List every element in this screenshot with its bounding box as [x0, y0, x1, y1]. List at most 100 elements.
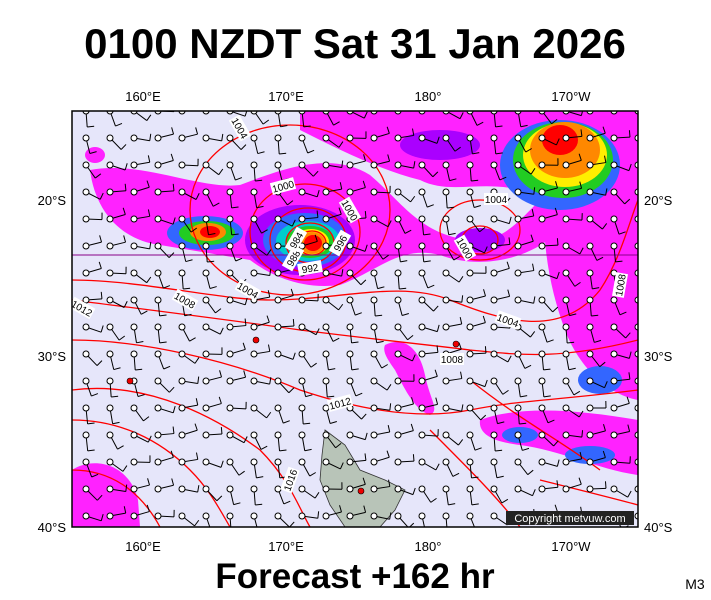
map-frame — [71, 110, 639, 528]
barb-station — [154, 242, 162, 250]
barb-station — [466, 188, 474, 196]
barb-flag — [307, 149, 315, 154]
barb-flag — [216, 495, 223, 502]
barb-station — [82, 215, 90, 223]
barb-station — [562, 350, 570, 358]
barb-station — [178, 215, 186, 223]
barb-flag — [386, 384, 392, 391]
barb-station — [178, 485, 186, 493]
barb-station — [586, 161, 594, 169]
barb-flag — [471, 179, 479, 182]
barb-flag — [255, 503, 263, 506]
barb-flag — [96, 494, 103, 501]
barb-flag — [386, 450, 390, 458]
barb-flag — [195, 100, 197, 107]
barb-station — [394, 512, 402, 520]
isobar-label-box — [326, 394, 354, 412]
barb-station — [154, 512, 162, 520]
barb-flag — [435, 397, 439, 405]
barb-staff — [637, 300, 638, 301]
barb-station — [370, 431, 378, 439]
barb-station — [418, 215, 426, 223]
barb-station — [442, 404, 450, 412]
barb-station — [202, 377, 210, 385]
barb-flag — [123, 235, 127, 243]
barb-station — [394, 485, 402, 493]
barb-station — [514, 242, 522, 250]
barb-station — [226, 404, 234, 412]
barb-station — [538, 485, 546, 493]
barb-station — [154, 269, 162, 277]
barb-station — [442, 377, 450, 385]
barb-station — [298, 134, 306, 142]
barb-flag — [257, 151, 265, 155]
barb-station — [202, 431, 210, 439]
barb-flag — [506, 261, 510, 269]
barb-station — [322, 431, 330, 439]
wind-barbs — [82, 100, 655, 531]
barb-flag — [604, 155, 607, 163]
barb-station — [106, 377, 114, 385]
barb-flag — [508, 216, 512, 224]
barb-flag — [387, 154, 391, 162]
barb-station — [106, 512, 114, 520]
barb-flag — [437, 103, 438, 110]
barb-flag — [476, 528, 482, 531]
barb-station — [130, 323, 138, 331]
barb-station — [82, 431, 90, 439]
barb-flag — [619, 311, 627, 316]
barb-flag — [260, 445, 268, 450]
barb-station — [514, 404, 522, 412]
barb-station — [130, 188, 138, 196]
barb-flag — [146, 180, 150, 188]
barb-station — [226, 350, 234, 358]
barb-flag — [533, 296, 536, 304]
barb-flag — [556, 271, 560, 279]
barb-station — [250, 134, 258, 142]
lat-label: 30°S — [38, 349, 67, 364]
barb-flag — [221, 133, 224, 141]
barb-station — [106, 404, 114, 412]
barb-station — [274, 485, 282, 493]
barb-station — [250, 188, 258, 196]
barb-flag — [651, 303, 655, 309]
barb-flag — [522, 447, 530, 451]
barb-station — [562, 431, 570, 439]
barb-flag — [628, 372, 631, 380]
barb-station — [154, 404, 162, 412]
barb-station — [394, 269, 402, 277]
barb-flag — [454, 146, 461, 152]
barb-station — [106, 485, 114, 493]
barb-flag — [461, 295, 464, 303]
barb-flag — [124, 163, 128, 171]
barb-station — [514, 458, 522, 466]
barb-station — [346, 485, 354, 493]
barb-station — [514, 188, 522, 196]
barb-station — [346, 323, 354, 331]
barb-station — [202, 242, 210, 250]
barb-station — [82, 485, 90, 493]
barb-station — [586, 323, 594, 331]
barb-station — [514, 431, 522, 439]
lon-label: 180° — [415, 539, 442, 554]
barb-flag — [99, 235, 103, 243]
barb-flag — [627, 100, 629, 107]
barb-station — [466, 377, 474, 385]
barb-station — [538, 161, 546, 169]
barb-flag — [411, 354, 416, 362]
barb-flag — [435, 463, 440, 471]
barb-station — [202, 512, 210, 520]
barb-flag — [243, 436, 248, 443]
barb-flag — [578, 153, 582, 161]
barb-flag — [339, 462, 344, 470]
barb-flag — [389, 512, 392, 520]
barb-flag — [654, 432, 655, 439]
barb-flag — [377, 286, 385, 290]
map-area: 1004100010009969929889841004100010081004… — [72, 100, 655, 531]
barb-flag — [596, 256, 604, 261]
barb-flag — [87, 125, 95, 128]
barb-flag — [303, 125, 311, 128]
barb-flag — [410, 195, 416, 203]
barb-station — [394, 458, 402, 466]
barb-station — [562, 269, 570, 277]
